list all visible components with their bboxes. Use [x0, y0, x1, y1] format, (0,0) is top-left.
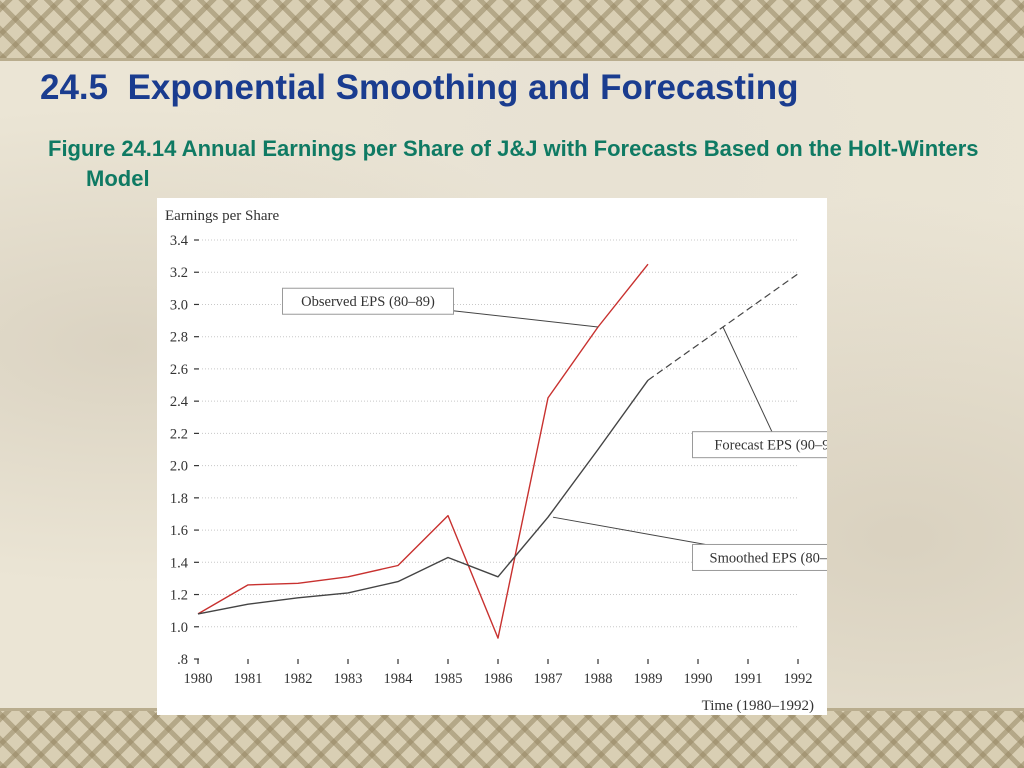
decorative-bottom-border — [0, 710, 1024, 768]
chart-panel: .8 1.0 1.2 1.4 1.6 1.8 2.0 2.2 2.4 2.6 2.8 3.0 3.2 3.… — [157, 198, 827, 715]
annotation-label: Forecast EPS (90–92) — [714, 438, 827, 454]
x-tick-label: 1981 — [234, 671, 263, 687]
y-tick-label: 3.0 — [170, 297, 188, 313]
axis-layer: .8 1.0 1.2 1.4 1.6 1.8 2.0 2.2 2.4 2.6 2.8 3.0 3.2 3.… — [170, 233, 813, 687]
decorative-top-border — [0, 0, 1024, 58]
y-tick-label: 1.4 — [170, 555, 189, 571]
slide-title: 24.5 Exponential Smoothing and Forecasti… — [40, 68, 799, 107]
annotation-box — [692, 431, 827, 459]
y-tick-label: 2.2 — [170, 426, 188, 442]
y-tick-label: 1.8 — [170, 491, 188, 507]
eps-line-chart: .8 1.0 1.2 1.4 1.6 1.8 2.0 2.2 2.4 2.6 2.8 3.0 3.2 3.… — [165, 208, 827, 714]
y-tick-label: 2.4 — [170, 394, 189, 410]
x-tick-label: 1986 — [484, 671, 513, 687]
series-line-0 — [197, 263, 649, 639]
x-tick-label: 1989 — [634, 671, 663, 687]
x-axis-label: Time (1980–1992) — [702, 698, 814, 714]
y-tick-label: 1.2 — [170, 588, 188, 604]
y-tick-label: 3.4 — [170, 233, 189, 249]
annotation-label: Observed EPS (80–89) — [301, 294, 435, 310]
y-tick-label: 2.0 — [170, 459, 188, 475]
x-tick-label: 1983 — [334, 671, 363, 687]
y-tick-label: 1.0 — [170, 620, 188, 636]
x-tick-label: 1984 — [384, 671, 414, 687]
x-tick-label: 1988 — [584, 671, 613, 687]
y-tick-label: .8 — [177, 652, 188, 668]
x-tick-label: 1982 — [284, 671, 313, 687]
x-tick-label: 1980 — [184, 671, 213, 687]
x-tick-label: 1987 — [534, 671, 563, 687]
series-line-2 — [647, 273, 799, 381]
top-border-edge — [0, 58, 1024, 61]
annotation-leader — [722, 326, 779, 445]
annotation-box — [282, 287, 454, 315]
series-layer — [197, 263, 799, 639]
y-tick-label: 1.6 — [170, 523, 188, 539]
y-axis-label: Earnings per Share — [165, 208, 279, 224]
x-tick-label: 1992 — [784, 671, 813, 687]
figure-caption: Figure 24.14 Annual Earnings per Share o… — [48, 136, 979, 191]
x-tick-label: 1991 — [734, 671, 763, 687]
y-tick-label: 2.8 — [170, 330, 188, 346]
series-line-1 — [197, 379, 649, 615]
x-tick-label: 1985 — [434, 671, 463, 687]
y-tick-label: 2.6 — [170, 362, 188, 378]
annotation-layer: Observed EPS (80–89) Forecast EPS (90–92)… — [282, 287, 827, 571]
annotation-box — [692, 543, 827, 571]
x-tick-label: 1990 — [684, 671, 713, 687]
annotation-label: Smoothed EPS (80–89) — [710, 550, 827, 566]
y-tick-label: 3.2 — [170, 265, 188, 281]
